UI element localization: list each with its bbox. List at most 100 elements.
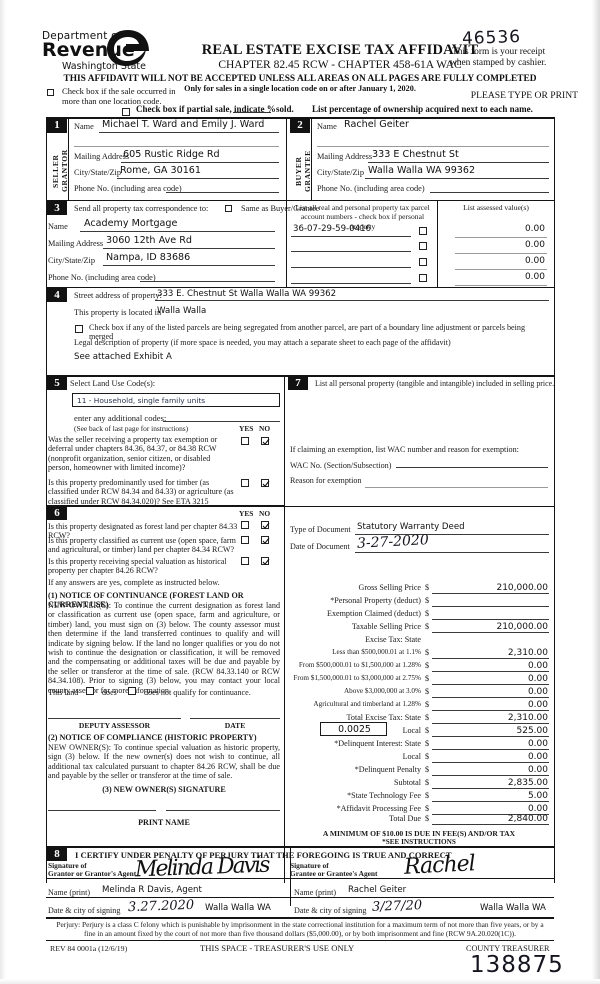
historic-property-yes-checkbox[interactable] [241, 557, 249, 565]
calc-rule [432, 762, 549, 763]
calc-amount[interactable]: 2,310.00 [507, 713, 548, 723]
notice-compliance-title: (2) NOTICE OF COMPLIANCE (HISTORIC PROPE… [48, 733, 257, 742]
land-does-not-qualify-checkbox[interactable] [128, 687, 136, 695]
corr-mailing-rule [103, 248, 275, 249]
multi-location-checkbox[interactable] [47, 89, 54, 96]
parcel-block-mid-divider [437, 200, 438, 287]
dollar-sign: $ [425, 596, 430, 605]
calc-amount[interactable]: 0.00 [527, 739, 548, 749]
buyer-phone-label: Phone No. (including area code) [317, 184, 425, 193]
grantee-signing-date[interactable]: 3/27/20 [371, 898, 423, 915]
buyer-name-value[interactable]: Rachel Geiter [344, 119, 409, 130]
calc-amount[interactable]: 0.00 [527, 674, 548, 684]
current-use-no-checkbox[interactable] [261, 536, 270, 545]
assessed-value[interactable]: 0.00 [524, 224, 545, 234]
new-owner-date-line[interactable] [166, 810, 280, 811]
local-rate-box[interactable]: 0.0025 [320, 722, 387, 736]
calc-amount[interactable]: 0.00 [527, 700, 548, 710]
seller-name-value[interactable]: Michael T. Ward and Emily J. Ward [102, 119, 265, 130]
same-as-buyer-checkbox[interactable] [225, 205, 232, 212]
historic-property-question: Is this property receiving special valua… [48, 557, 227, 576]
segregated-parcels-checkbox[interactable] [75, 325, 83, 333]
corr-phone-rule[interactable] [140, 281, 275, 282]
parcel-header-right: List assessed value(s) [463, 203, 529, 212]
calc-amount[interactable]: 2,835.00 [507, 778, 548, 788]
calc-amount[interactable]: 0.00 [527, 752, 548, 762]
seller-city-rule [117, 178, 279, 179]
grantee-name-print-label: Name (print) [294, 888, 337, 897]
grantor-signing-date[interactable]: 3.27.2020 [127, 897, 195, 916]
calc-amount[interactable]: 2,840.00 [507, 814, 548, 824]
buyer-mailing-value[interactable]: 333 E Chestnut St [372, 149, 459, 160]
forest-land-yes-checkbox[interactable] [241, 521, 249, 529]
calc-amount[interactable]: 2,310.00 [507, 648, 548, 658]
timber-agriculture-no-checkbox[interactable] [261, 479, 270, 488]
calc-amount[interactable]: 5.00 [527, 791, 548, 801]
parcel-number-value[interactable]: 36-07-29-59-0416 [293, 224, 372, 234]
assessed-value[interactable]: 0.00 [524, 240, 545, 250]
personal-property-checkbox[interactable] [419, 227, 427, 235]
check-mark-icon [262, 522, 270, 530]
forest-land-no-checkbox[interactable] [261, 521, 270, 530]
corr-mailing-label: Mailing Address [48, 239, 104, 248]
grantor-name-print-label: Name (print) [48, 888, 91, 897]
forest-land-question: Is this property designated as forest la… [48, 522, 238, 541]
historic-property-no-checkbox[interactable] [261, 557, 270, 566]
check-mark-icon [262, 558, 270, 566]
calc-amount[interactable]: 210,000.00 [496, 622, 548, 632]
street-address-value[interactable]: 333 E. Chestnut St Walla Walla WA 99362 [157, 289, 337, 299]
calc-rule [432, 824, 549, 825]
personal-property-checkbox[interactable] [419, 274, 427, 282]
seller-city-value[interactable]: Rome, GA 30161 [120, 165, 202, 176]
calc-amount[interactable]: 0.00 [527, 804, 548, 814]
seller-mailing-value[interactable]: 605 Rustic Ridge Rd [123, 149, 220, 160]
calc-rule [432, 710, 549, 711]
land-use-code-box[interactable]: 11 - Household, single family units [72, 393, 280, 407]
new-owner-signature-line[interactable] [48, 810, 156, 811]
type-of-document-value[interactable]: Statutory Warranty Deed [357, 522, 465, 532]
corr-name-value[interactable]: Academy Mortgage [84, 218, 178, 229]
calc-amount[interactable]: 210,000.00 [496, 583, 548, 593]
assessed-value[interactable]: 0.00 [524, 256, 545, 266]
personal-property-checkbox[interactable] [419, 258, 427, 266]
deputy-assessor-signature-line[interactable] [48, 718, 181, 719]
date-of-document-value[interactable]: 3-27-2020 [356, 532, 430, 552]
corr-mailing-value[interactable]: 3060 12th Ave Rd [106, 235, 192, 246]
personal-property-checkbox[interactable] [419, 242, 427, 250]
seller-phone-rule[interactable] [166, 192, 279, 193]
partial-sale-checkbox[interactable] [122, 108, 130, 116]
assessed-value[interactable]: 0.00 [524, 272, 545, 282]
reason-for-exemption-input[interactable] [365, 487, 548, 488]
grantee-signing-city[interactable]: Walla Walla WA [480, 903, 546, 913]
seller-exemption-yes-checkbox[interactable] [241, 437, 249, 445]
corr-city-value[interactable]: Nampa, ID 83686 [106, 252, 191, 263]
wac-number-input[interactable] [396, 467, 548, 468]
located-in-value[interactable]: Walla Walla [157, 306, 207, 316]
land-does-qualify-checkbox[interactable] [86, 687, 94, 695]
assessor-date-line[interactable] [190, 718, 280, 719]
additional-codes-input[interactable] [163, 421, 280, 422]
legal-description-value[interactable]: See attached Exhibit A [74, 352, 172, 362]
calc-amount[interactable]: 0.00 [527, 661, 548, 671]
calc-amount[interactable]: 525.00 [516, 726, 549, 736]
calc-label: Subtotal [394, 778, 421, 787]
partial-sale-label: Check box if partial sale, indicate % [136, 104, 276, 114]
calc-amount[interactable]: 0.00 [527, 765, 548, 775]
grantor-signing-city[interactable]: Walla Walla WA [205, 903, 271, 913]
partial-sale-percent-input[interactable] [233, 112, 271, 113]
grantor-name-print-value[interactable]: Melinda R Davis, Agent [102, 885, 202, 895]
see-back-instructions: (See back of last page for instructions) [74, 424, 189, 433]
current-use-yes-checkbox[interactable] [241, 536, 249, 544]
calc-rule [432, 619, 549, 620]
grantee-name-print-value[interactable]: Rachel Geiter [348, 885, 407, 895]
date-of-document-rule [355, 552, 549, 553]
buyer-phone-rule[interactable] [430, 192, 549, 193]
timber-agriculture-yes-checkbox[interactable] [241, 479, 249, 487]
calc-label: Total Due [388, 814, 421, 823]
seller-exemption-no-checkbox[interactable] [261, 437, 270, 446]
dollar-sign: $ [425, 739, 430, 748]
calc-amount[interactable]: 0.00 [527, 687, 548, 697]
buyer-name-label: Name [317, 122, 337, 131]
street-address-rule [155, 300, 549, 301]
buyer-city-value[interactable]: Walla Walla WA 99362 [368, 165, 476, 176]
